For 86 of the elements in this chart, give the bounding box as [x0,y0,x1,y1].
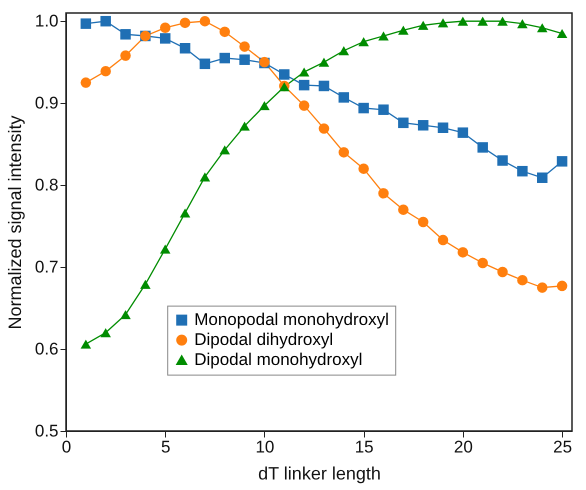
point [220,26,230,38]
point [438,122,448,133]
x-axis-title: dT linker length [258,464,381,484]
point [378,104,389,115]
point [477,16,488,26]
point [259,101,270,110]
y-tick-label: 0.9 [34,94,58,113]
point [458,16,468,26]
point [200,16,210,26]
point [338,46,350,56]
point [477,258,488,268]
point [536,23,548,32]
point [378,188,389,199]
point [80,340,92,349]
point [378,31,389,40]
point [358,102,369,114]
y-tick-label: 0.8 [34,176,58,195]
y-axis-title: Normalized signal intensity [4,115,25,330]
point [536,172,548,183]
point [298,67,310,77]
point [298,80,310,90]
point [160,22,170,33]
x-tick-label: 20 [454,438,473,456]
point [200,172,210,182]
point [556,280,568,292]
point [438,18,448,28]
legend-label: Dipodal dihydroxyl [194,330,334,350]
point [298,100,310,111]
x-tick-label: 10 [255,438,274,456]
point [458,127,468,138]
point [536,282,548,293]
point [239,122,250,131]
point [200,58,210,70]
point [318,58,330,67]
point [220,52,230,64]
point [358,37,369,46]
point [318,80,330,92]
point [497,155,508,166]
point [497,266,508,278]
point [180,208,190,218]
point [517,274,528,286]
point [279,69,290,80]
y-tick-label: 0.6 [34,340,58,359]
point [458,247,468,258]
point [160,244,170,254]
x-tick-label: 5 [160,438,170,456]
legend-label: Monopodal monohydroxyl [194,310,389,330]
y-tick-label: 0.7 [34,258,58,277]
point [160,33,170,44]
point [239,54,250,65]
x-tick-label: 0 [62,438,72,456]
point [220,145,230,154]
point [100,16,111,26]
y-tick-label: 1.0 [34,12,58,31]
point [180,18,190,28]
point [556,156,568,167]
point [239,41,250,52]
point [477,142,488,153]
point [418,216,428,228]
point [556,28,568,38]
point [140,280,151,289]
point [517,166,528,176]
point [358,163,369,174]
point [180,43,190,54]
point [418,120,428,131]
point [120,29,131,40]
point [398,204,409,215]
point [497,16,508,26]
point [398,26,409,35]
point [80,18,92,29]
y-tick-label: 0.5 [34,422,58,440]
x-tick-label: 25 [553,438,572,456]
point [398,118,409,128]
point [120,310,131,320]
point [418,20,428,30]
point [517,19,528,28]
point [438,234,448,246]
point [100,66,111,76]
point [338,147,350,158]
x-tick-label: 15 [354,438,374,456]
point [318,123,330,134]
point [80,77,92,88]
legend-label: Dipodal monohydroxyl [194,350,362,370]
point [120,50,131,61]
point [338,92,350,103]
point [100,328,111,338]
